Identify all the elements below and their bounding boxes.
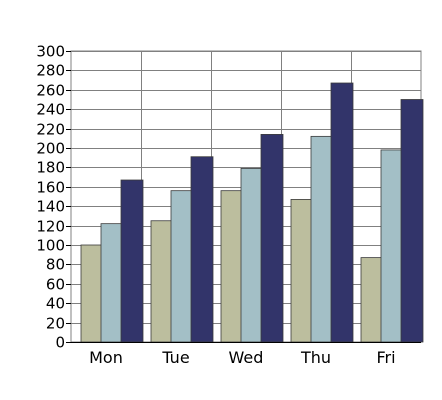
y-tick-label: 160: [36, 179, 65, 197]
y-tick-label: 20: [46, 315, 65, 333]
bars: [80, 82, 424, 343]
bar-tue-series-2: [170, 190, 194, 343]
bar-fri-series-3: [400, 99, 424, 343]
y-tick-label: 140: [36, 198, 65, 216]
y-tick-label: 280: [36, 62, 65, 80]
bar-mon-series-2: [100, 223, 124, 343]
x-tick-label: Thu: [300, 348, 331, 367]
bar-tue-series-1: [150, 220, 174, 343]
bar-mon-series-1: [80, 244, 104, 343]
y-tick-label: 180: [36, 159, 65, 177]
x-axis: Mon Tue Wed Thu Fri: [71, 342, 421, 367]
bar-thu-series-3: [330, 82, 354, 343]
y-tick-label: 240: [36, 101, 65, 119]
bar-fri-series-2: [380, 149, 404, 343]
bar-thu-series-1: [290, 199, 314, 343]
bar-mon-series-3: [120, 179, 144, 343]
bar-thu-series-2: [310, 135, 334, 343]
bar-tue-series-3: [190, 156, 214, 343]
x-tick-label: Tue: [161, 348, 189, 367]
y-tick-label: 260: [36, 82, 65, 100]
y-tick-label: 300: [36, 43, 65, 61]
y-tick-label: 60: [46, 276, 65, 294]
y-tick-label: 100: [36, 237, 65, 255]
y-tick-label: 0: [55, 334, 65, 352]
x-tick-label: Wed: [229, 348, 264, 367]
y-tick-label: 220: [36, 121, 65, 139]
y-tick-label: 120: [36, 218, 65, 236]
bar-wed-series-3: [260, 134, 284, 343]
y-tick-label: 200: [36, 140, 65, 158]
x-tick-label: Mon: [89, 348, 123, 367]
y-tick-label: 80: [46, 256, 65, 274]
bar-fri-series-1: [360, 257, 384, 343]
bar-wed-series-2: [240, 167, 264, 343]
x-tick-label: Fri: [376, 348, 395, 367]
bar-wed-series-1: [220, 190, 244, 343]
y-tick-label: 40: [46, 295, 65, 313]
